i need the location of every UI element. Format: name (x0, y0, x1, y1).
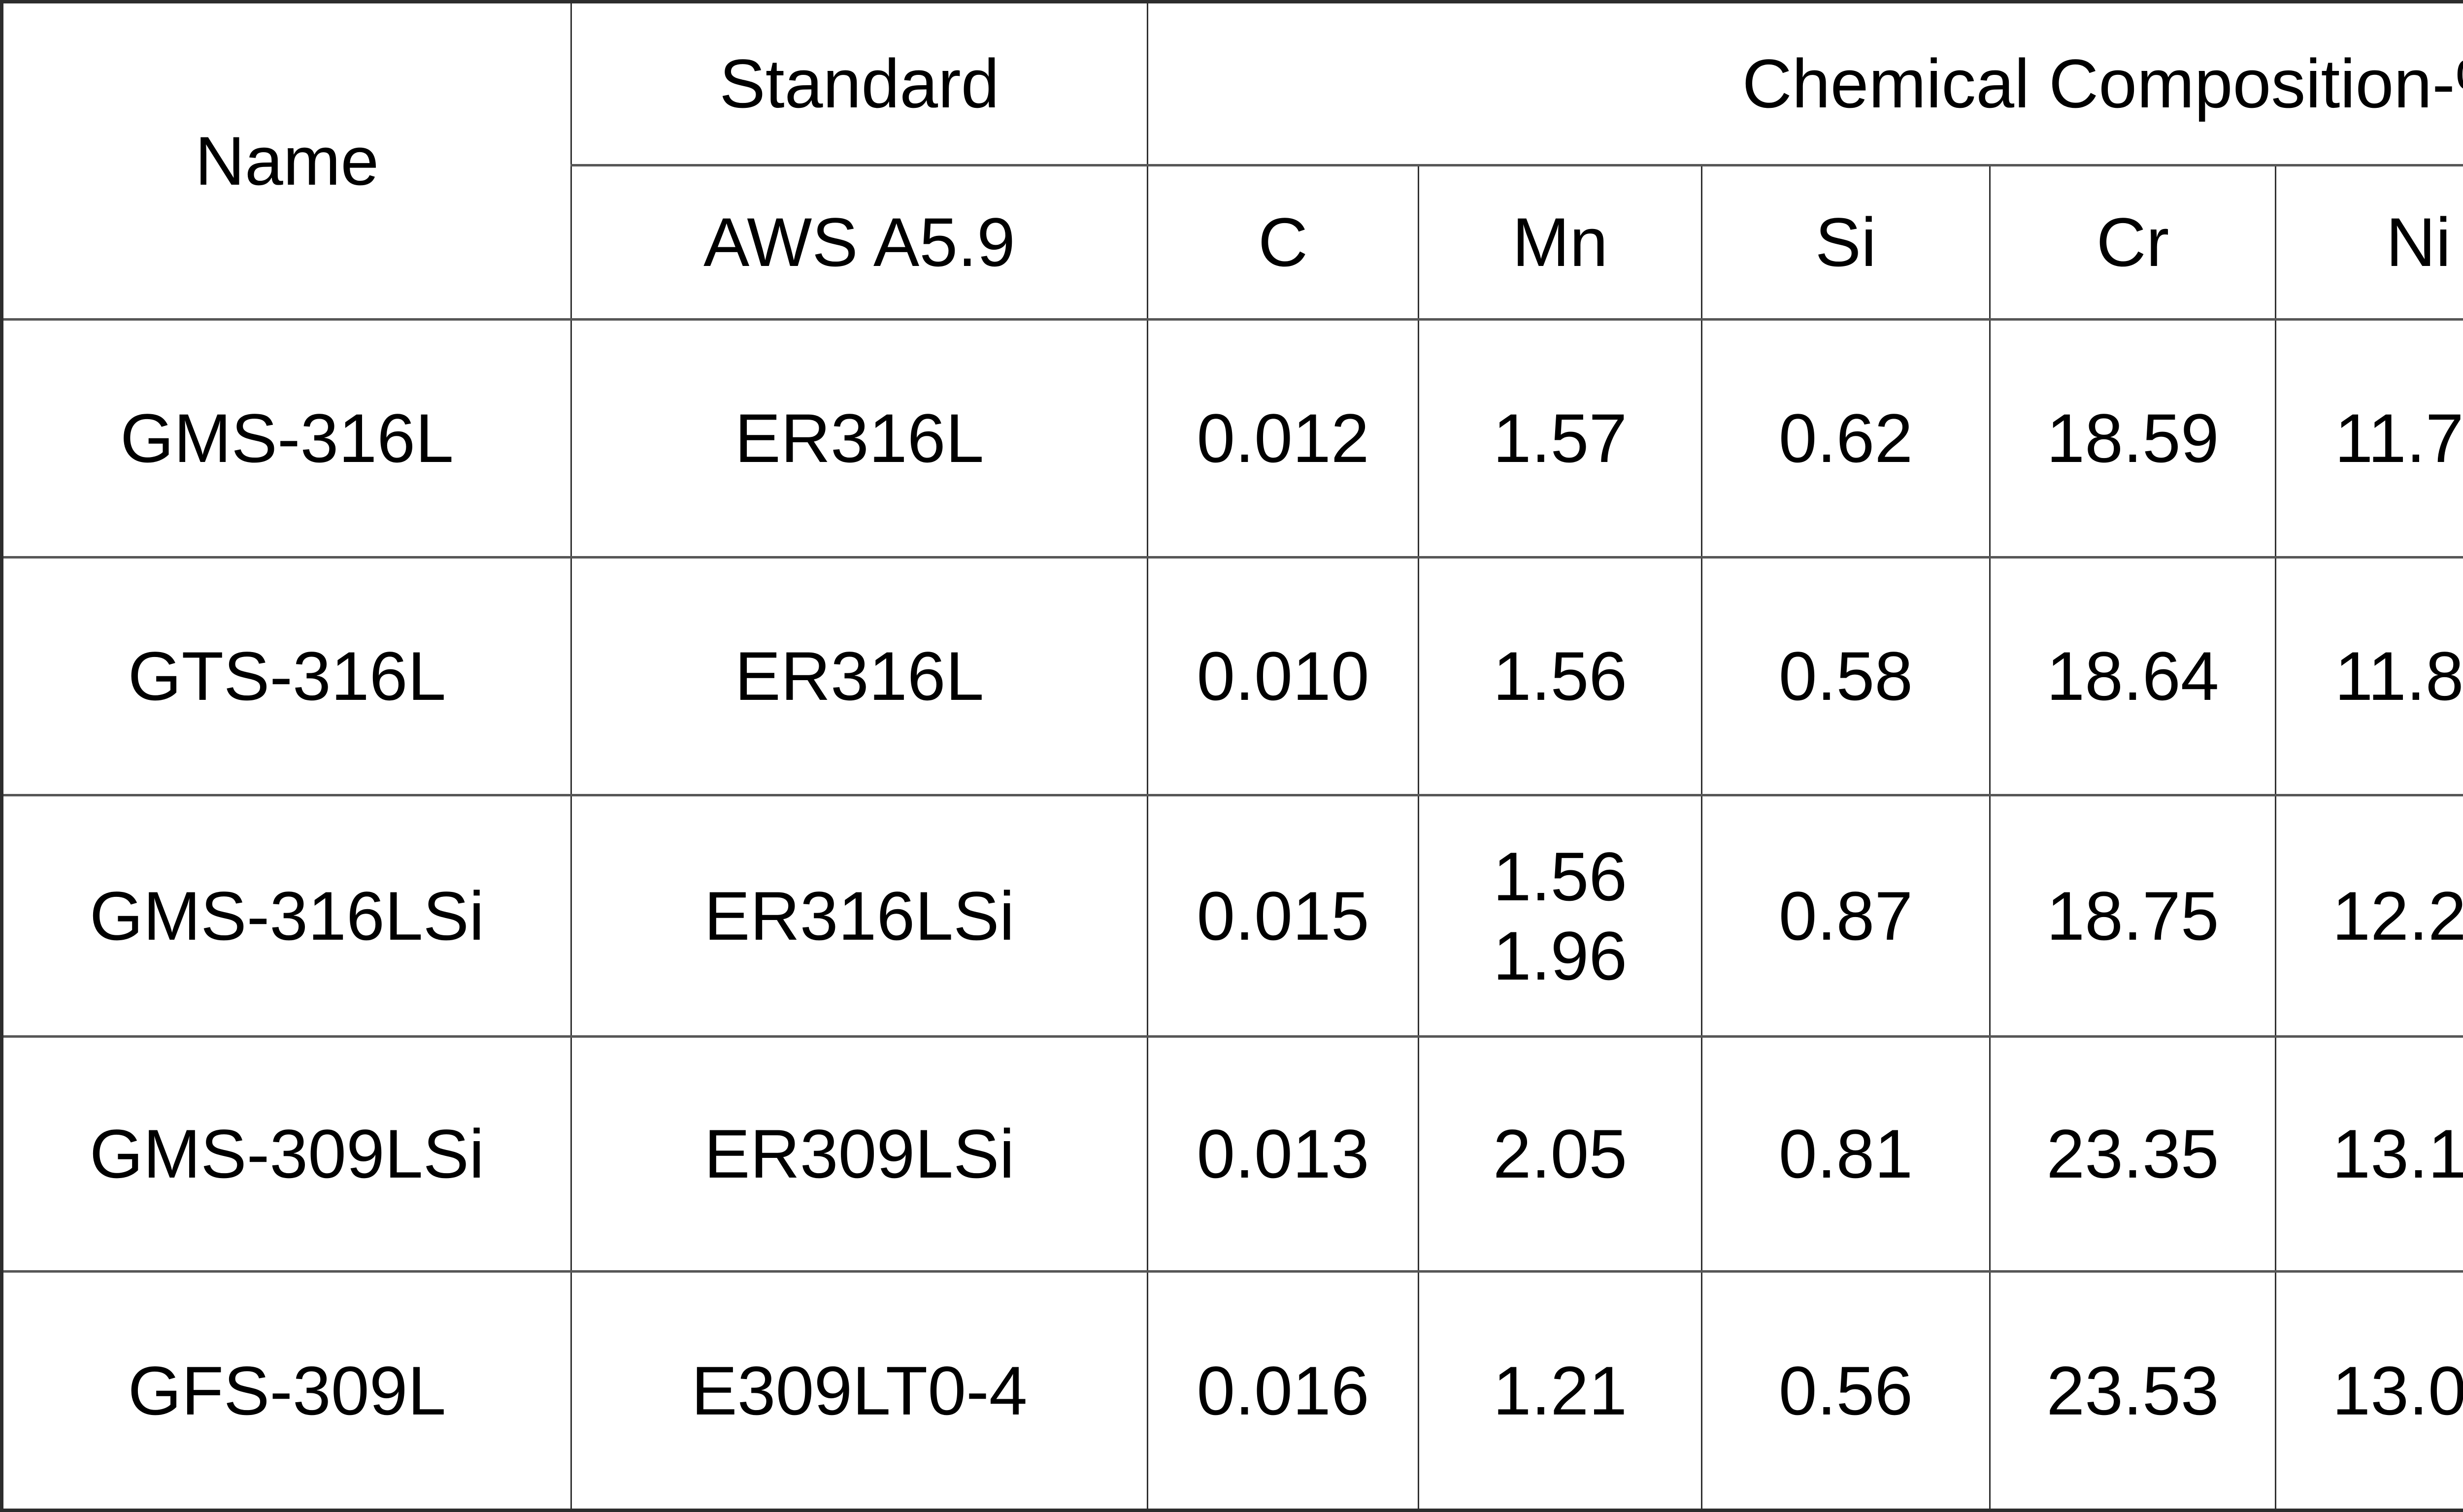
header-element-c: C (1148, 165, 1419, 320)
cell-c: 0.015 (1148, 795, 1419, 1037)
cell-cr: 18.75 (1990, 795, 2276, 1037)
cell-c: 0.016 (1148, 1272, 1419, 1511)
cell-si: 0.87 (1702, 795, 1990, 1037)
cell-name: GMS-316LSi (2, 795, 571, 1037)
header-element-cr: Cr (1990, 165, 2276, 320)
cell-mn: 1.56 (1419, 558, 1702, 795)
table-row: GMS-316LSi ER316LSi 0.015 1.56 1.96 0.87… (2, 795, 2463, 1037)
cell-standard: ER309LSi (571, 1037, 1148, 1272)
cell-ni: 11.72 (2276, 320, 2463, 558)
header-name: Name (2, 2, 571, 320)
header-standard: Standard (571, 2, 1148, 165)
cell-si: 0.58 (1702, 558, 1990, 795)
cell-standard: ER316L (571, 320, 1148, 558)
cell-c: 0.013 (1148, 1037, 1419, 1272)
cell-mn: 1.21 (1419, 1272, 1702, 1511)
table-row: GTS-316L ER316L 0.010 1.56 0.58 18.64 11… (2, 558, 2463, 795)
cell-ni: 13.18 (2276, 1037, 2463, 1272)
cell-mn: 2.05 (1419, 1037, 1702, 1272)
cell-c: 0.012 (1148, 320, 1419, 558)
cell-cr: 23.53 (1990, 1272, 2276, 1511)
cell-si: 0.56 (1702, 1272, 1990, 1511)
header-row-1: Name Standard Chemical Composition-% (2, 2, 2463, 165)
table-row: GMS-316L ER316L 0.012 1.57 0.62 18.59 11… (2, 320, 2463, 558)
cell-name: GTS-316L (2, 558, 571, 795)
cell-name: GMS-309LSi (2, 1037, 571, 1272)
cell-mn: 1.56 1.96 (1419, 795, 1702, 1037)
cell-cr: 18.59 (1990, 320, 2276, 558)
cell-standard: ER316LSi (571, 795, 1148, 1037)
header-element-si: Si (1702, 165, 1990, 320)
cell-name: GFS-309L (2, 1272, 571, 1511)
cell-standard: ER316L (571, 558, 1148, 795)
cell-ni: 13.08 (2276, 1272, 2463, 1511)
table-row: GFS-309L E309LT0-4 0.016 1.21 0.56 23.53… (2, 1272, 2463, 1511)
cell-c: 0.010 (1148, 558, 1419, 795)
cell-mn: 1.57 (1419, 320, 1702, 558)
table-row: GMS-309LSi ER309LSi 0.013 2.05 0.81 23.3… (2, 1037, 2463, 1272)
cell-cr: 18.64 (1990, 558, 2276, 795)
header-chemical-composition: Chemical Composition-% (1148, 2, 2463, 165)
cell-name: GMS-316L (2, 320, 571, 558)
header-aws-a59: AWS A5.9 (571, 165, 1148, 320)
cell-si: 0.62 (1702, 320, 1990, 558)
cell-si: 0.81 (1702, 1037, 1990, 1272)
cell-cr: 23.35 (1990, 1037, 2276, 1272)
cell-standard: E309LT0-4 (571, 1272, 1148, 1511)
cell-ni: 11.85 (2276, 558, 2463, 795)
cell-ni: 12.26 (2276, 795, 2463, 1037)
header-element-ni: Ni (2276, 165, 2463, 320)
header-element-mn: Mn (1419, 165, 1702, 320)
